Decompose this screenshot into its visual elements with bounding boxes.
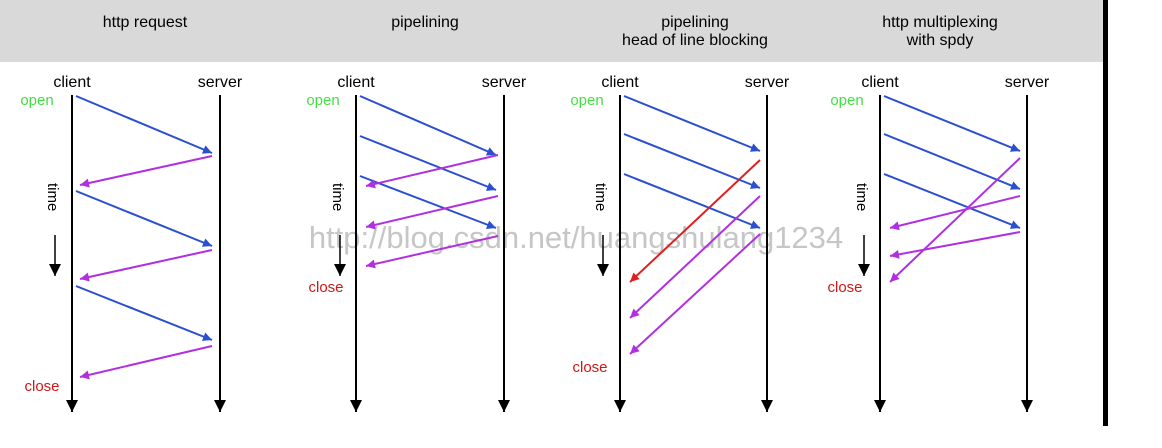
request-arrow <box>359 135 497 191</box>
response-arrow <box>365 195 499 230</box>
close-label: close <box>572 359 607 376</box>
open-label: open <box>306 92 339 109</box>
panel-pipelining: client server open time close <box>306 74 527 412</box>
request-arrow <box>883 173 1021 229</box>
request-arrow <box>75 190 213 247</box>
panel-title-line: head of line blocking <box>622 32 768 49</box>
server-label: server <box>482 74 527 91</box>
request-arrow <box>623 133 761 189</box>
panel-title-line: http multiplexing <box>882 14 998 31</box>
request-arrow <box>75 95 213 154</box>
close-label: close <box>24 378 59 395</box>
panel-title-line: with spdy <box>906 32 974 49</box>
response-arrow <box>79 345 213 380</box>
time-label: time <box>853 183 870 211</box>
response-arrow <box>629 233 761 355</box>
request-arrow <box>359 95 497 156</box>
response-arrow <box>365 235 499 269</box>
panel-title-line: http request <box>102 14 188 31</box>
open-label: open <box>20 92 53 109</box>
client-label: client <box>337 74 375 91</box>
time-label: time <box>44 183 61 211</box>
response-arrow <box>889 157 1021 283</box>
client-label: client <box>861 74 899 91</box>
request-arrow <box>75 285 213 341</box>
request-arrow <box>623 95 761 152</box>
right-border <box>1103 0 1108 426</box>
server-label: server <box>198 74 243 91</box>
blocked-response-arrow <box>629 159 761 283</box>
panel-http-request: client server open time close <box>20 74 243 412</box>
response-arrow <box>629 195 761 319</box>
response-arrow <box>79 155 213 188</box>
close-label: close <box>308 279 343 296</box>
client-label: client <box>601 74 639 91</box>
response-arrow <box>79 249 213 282</box>
server-label: server <box>745 74 790 91</box>
watermark-text: http://blog.csdn.net/huangshulang1234 <box>309 220 843 255</box>
panel-title-line: pipelining <box>391 14 459 31</box>
panel-title-multiplexing: http multiplexing with spdy <box>820 14 1060 50</box>
request-arrow <box>359 175 497 229</box>
time-label: time <box>592 183 609 211</box>
panel-head-of-line-blocking: client server open time close <box>570 74 790 412</box>
request-arrow <box>883 95 1021 152</box>
panel-multiplexing: client server open time close <box>827 74 1050 412</box>
response-arrow <box>365 154 499 189</box>
panel-title-line: pipelining <box>661 14 729 31</box>
panel-title-pipelining: pipelining <box>305 14 545 32</box>
response-arrow <box>889 195 1021 231</box>
time-label: time <box>329 183 346 211</box>
panel-title-http-request: http request <box>25 14 265 32</box>
panel-title-head-of-line-blocking: pipelining head of line blocking <box>575 14 815 50</box>
open-label: open <box>830 92 863 109</box>
request-arrow <box>623 173 761 229</box>
client-label: client <box>53 74 91 91</box>
header-bar <box>0 0 1103 62</box>
close-label: close <box>827 279 862 296</box>
server-label: server <box>1005 74 1050 91</box>
open-label: open <box>570 92 603 109</box>
response-arrow <box>889 231 1021 259</box>
